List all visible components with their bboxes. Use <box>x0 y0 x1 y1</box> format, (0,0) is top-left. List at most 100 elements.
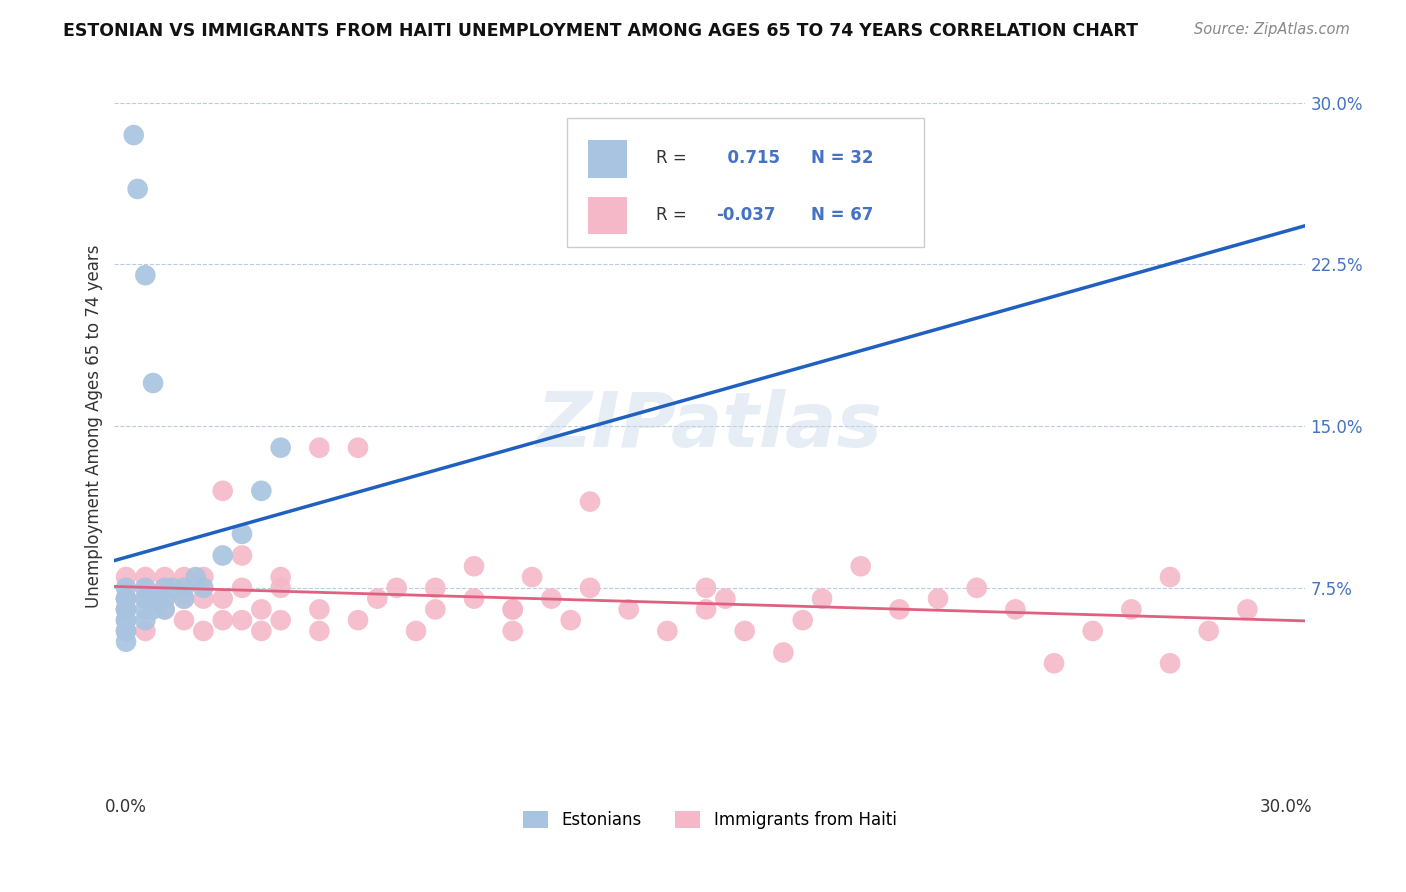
Point <box>463 559 485 574</box>
Point <box>1081 624 1104 638</box>
Point <box>142 602 165 616</box>
Point <box>579 581 602 595</box>
Point <box>153 591 176 606</box>
Point <box>502 602 524 616</box>
Bar <box>589 197 627 235</box>
Point <box>193 581 215 595</box>
Point <box>385 581 408 595</box>
Point <box>134 591 156 606</box>
Point <box>162 581 184 595</box>
Point <box>115 602 138 616</box>
Point <box>520 570 543 584</box>
Point <box>231 581 253 595</box>
Point <box>115 602 138 616</box>
Point <box>405 624 427 638</box>
Point <box>270 613 292 627</box>
Text: N = 32: N = 32 <box>811 149 873 167</box>
Point <box>347 613 370 627</box>
Point <box>579 494 602 508</box>
Point <box>115 613 138 627</box>
Point <box>115 624 138 638</box>
Point <box>308 602 330 616</box>
Point <box>657 624 679 638</box>
Point <box>250 483 273 498</box>
Point <box>1159 657 1181 671</box>
Point <box>792 613 814 627</box>
Point <box>115 613 138 627</box>
Point <box>425 581 447 595</box>
Point <box>270 570 292 584</box>
Point <box>1121 602 1143 616</box>
Point <box>231 613 253 627</box>
Point <box>115 591 138 606</box>
Point <box>849 559 872 574</box>
Text: N = 67: N = 67 <box>811 206 873 224</box>
Text: R =: R = <box>657 206 688 224</box>
Point <box>772 646 794 660</box>
Point <box>502 624 524 638</box>
Point <box>153 602 176 616</box>
Point <box>1198 624 1220 638</box>
Point <box>193 570 215 584</box>
Point <box>502 602 524 616</box>
Point <box>270 441 292 455</box>
Point <box>122 128 145 142</box>
Legend: Estonians, Immigrants from Haiti: Estonians, Immigrants from Haiti <box>516 804 903 836</box>
Point <box>231 527 253 541</box>
Point <box>134 602 156 616</box>
Point <box>193 624 215 638</box>
Point <box>142 591 165 606</box>
Point <box>617 602 640 616</box>
Point <box>173 570 195 584</box>
Point <box>115 581 138 595</box>
Point <box>115 570 138 584</box>
Point <box>811 591 834 606</box>
Text: ZIPatlas: ZIPatlas <box>537 389 883 463</box>
Point <box>308 441 330 455</box>
Point <box>1043 657 1066 671</box>
Point <box>153 591 176 606</box>
Bar <box>589 140 627 178</box>
Point <box>308 624 330 638</box>
Point <box>1004 602 1026 616</box>
Point <box>347 441 370 455</box>
Point <box>134 570 156 584</box>
Text: 0.715: 0.715 <box>716 149 780 167</box>
Point <box>270 581 292 595</box>
Point <box>463 591 485 606</box>
Point <box>134 591 156 606</box>
Point <box>173 591 195 606</box>
Point <box>250 624 273 638</box>
Point <box>193 591 215 606</box>
Point <box>184 570 207 584</box>
Text: Source: ZipAtlas.com: Source: ZipAtlas.com <box>1194 22 1350 37</box>
Point <box>695 602 717 616</box>
Text: ESTONIAN VS IMMIGRANTS FROM HAITI UNEMPLOYMENT AMONG AGES 65 TO 74 YEARS CORRELA: ESTONIAN VS IMMIGRANTS FROM HAITI UNEMPL… <box>63 22 1139 40</box>
Point <box>366 591 388 606</box>
Point <box>695 581 717 595</box>
Point <box>889 602 911 616</box>
Point <box>1236 602 1258 616</box>
Point <box>134 624 156 638</box>
Point <box>153 602 176 616</box>
Point <box>250 602 273 616</box>
Point <box>540 591 562 606</box>
Point <box>966 581 988 595</box>
Point <box>134 613 156 627</box>
Point <box>115 591 138 606</box>
Point <box>211 483 233 498</box>
Point <box>115 624 138 638</box>
Point <box>231 549 253 563</box>
Point <box>134 268 156 283</box>
Point <box>153 570 176 584</box>
Point <box>173 613 195 627</box>
Point <box>134 581 156 595</box>
Y-axis label: Unemployment Among Ages 65 to 74 years: Unemployment Among Ages 65 to 74 years <box>86 244 103 607</box>
Point <box>211 613 233 627</box>
Point <box>211 591 233 606</box>
Point <box>425 602 447 616</box>
Point <box>211 549 233 563</box>
Point <box>115 591 138 606</box>
Point <box>153 581 176 595</box>
Point <box>714 591 737 606</box>
